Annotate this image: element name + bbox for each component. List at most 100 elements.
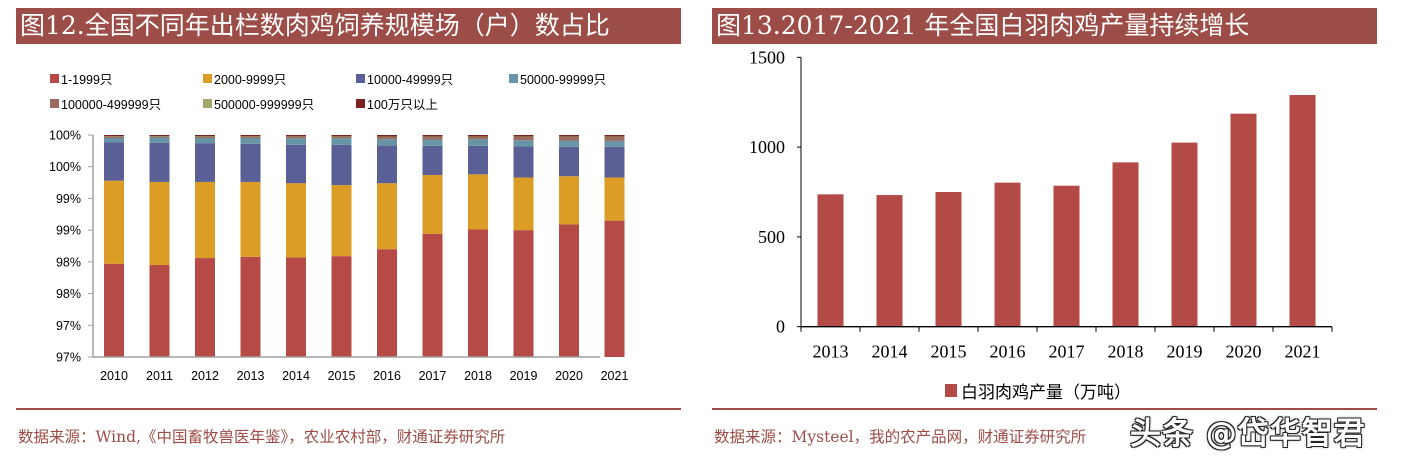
left-x-tick-label: 2018 <box>464 369 492 383</box>
right-x-tick-label: 2013 <box>813 342 849 362</box>
left-bar-segment-2016-1 <box>377 183 397 250</box>
left-bar-segment-2012-6 <box>195 135 215 137</box>
left-bar-segment-2017-5 <box>422 136 443 138</box>
right-x-tick-label: 2014 <box>872 342 908 362</box>
legend-item-2: 10000-49999只 <box>356 69 453 88</box>
left-bar-segment-2021-1 <box>604 177 625 221</box>
left-bar-segment-2014-0 <box>286 257 306 357</box>
left-bar-segment-2011-1 <box>149 181 170 266</box>
legend-label-production: 白羽肉鸡产量（万吨） <box>961 383 1131 403</box>
left-bar-segment-2021-3 <box>604 140 625 147</box>
left-x-tick-label: 2016 <box>373 369 401 383</box>
left-bar-segment-2015-5 <box>331 136 352 137</box>
left-x-tick-label: 2017 <box>419 369 447 383</box>
left-bar-segment-2012-3 <box>195 137 215 144</box>
legend-swatch <box>356 99 365 108</box>
left-bar-segment-2018-2 <box>468 145 488 175</box>
left-bar-segment-2021-6 <box>604 135 625 137</box>
left-bar-segment-2012-0 <box>195 258 215 357</box>
left-x-tick-label: 2013 <box>237 369 265 383</box>
right-y-tick-label: 1500 <box>749 47 785 67</box>
legend-label: 100000-499999只 <box>61 98 162 112</box>
left-bar-segment-2014-1 <box>286 183 306 258</box>
left-bar-segment-2010-1 <box>104 180 124 264</box>
left-bar-segment-2018-4 <box>468 136 488 140</box>
left-bar-segment-2019-0 <box>513 230 534 357</box>
legend-label: 100万只以上 <box>367 98 438 112</box>
left-bar-segment-2015-2 <box>331 144 352 186</box>
left-bar-segment-2013-0 <box>240 256 261 357</box>
right-bars <box>817 95 1316 327</box>
legend-swatch-production <box>945 384 957 397</box>
right-x-tick-label: 2015 <box>931 342 967 362</box>
left-bar-segment-2012-4 <box>195 136 215 138</box>
left-bar-segment-2015-6 <box>331 135 352 137</box>
left-bar-segment-2013-2 <box>240 143 261 182</box>
left-bar-segment-2019-5 <box>513 136 534 138</box>
right-bar-2021 <box>1289 95 1316 327</box>
left-bar-segment-2015-1 <box>331 185 352 257</box>
left-bar-segment-2010-6 <box>104 135 124 137</box>
right-bar-2015 <box>935 192 962 327</box>
left-bar-segment-2013-6 <box>240 135 261 137</box>
left-bar-segment-2012-2 <box>195 143 215 182</box>
right-y-tick-label: 500 <box>758 227 785 247</box>
left-bar-segment-2014-3 <box>286 138 306 145</box>
left-bar-segment-2021-0 <box>604 220 625 357</box>
right-bar-2019 <box>1171 142 1198 327</box>
left-bar-segment-2020-3 <box>559 140 579 147</box>
left-y-tick-label: 100% <box>49 129 81 143</box>
left-bar-segment-2013-4 <box>240 136 261 138</box>
left-bar-segment-2016-3 <box>377 139 397 146</box>
left-bar-segment-2013-5 <box>240 136 261 137</box>
left-bar-segment-2011-2 <box>149 142 170 182</box>
left-bar-segment-2014-6 <box>286 135 306 137</box>
right-divider <box>712 408 1377 410</box>
left-bar-segment-2015-3 <box>331 138 352 145</box>
left-x-tick-label: 2012 <box>191 369 219 383</box>
left-x-tick-label: 2019 <box>510 369 538 383</box>
legend-item-1: 2000-9999只 <box>203 69 286 88</box>
right-chart-title: 图13.2017-2021 年全国白羽肉鸡产量持续增长 <box>712 8 1377 44</box>
left-y-axis: 97% 97% 98% 98% 99% 99% 100% 100% <box>49 129 94 365</box>
left-bar-segment-2018-1 <box>468 174 488 230</box>
left-bar-segment-2020-6 <box>559 135 579 137</box>
left-y-tick-label: 100% <box>49 160 81 174</box>
left-bar-segment-2020-5 <box>559 136 579 138</box>
left-bar-segment-2020-0 <box>559 224 579 357</box>
legend-label: 50000-99999只 <box>520 73 607 87</box>
left-stacked-bar-chart: 97%97%98%98%99%99%100%100% 2010 2011 2012 2… <box>49 129 628 384</box>
left-bar-segment-2011-5 <box>149 136 170 137</box>
left-y-tick-label: 98% <box>56 255 81 269</box>
left-bar-segment-2020-2 <box>559 146 579 177</box>
left-bar-segment-2010-3 <box>104 137 124 143</box>
right-x-tick-label: 2017 <box>1049 342 1085 362</box>
legend-swatch <box>50 74 59 83</box>
left-bar-segment-2010-5 <box>104 136 124 137</box>
right-bar-2017 <box>1053 185 1080 327</box>
left-x-tick-label: 2010 <box>100 369 128 383</box>
legend-label: 500000-999999只 <box>214 98 315 112</box>
legend-swatch <box>203 99 212 108</box>
left-bar-segment-2017-3 <box>422 139 443 146</box>
left-bar-segment-2012-5 <box>195 136 215 137</box>
left-bar-segment-2014-2 <box>286 144 306 184</box>
right-bar-2013 <box>817 194 844 327</box>
right-y-tick-label: 1000 <box>749 137 785 157</box>
left-bar-segment-2019-2 <box>513 146 534 178</box>
right-bar-2016 <box>994 182 1021 327</box>
left-bar-segment-2019-4 <box>513 136 534 141</box>
right-y-axis: 0 500 1000 1500 <box>749 47 802 337</box>
left-bar-segment-2012-1 <box>195 181 215 259</box>
legend-item-4: 100000-499999只 <box>50 94 161 113</box>
left-bar-segment-2021-4 <box>604 136 625 141</box>
left-bar-segment-2013-1 <box>240 181 261 257</box>
left-y-tick-label: 97% <box>56 319 81 333</box>
right-x-tick-label: 2020 <box>1226 342 1262 362</box>
left-bar-segment-2010-0 <box>104 263 124 357</box>
legend-label: 10000-49999只 <box>367 73 454 87</box>
left-bar-segment-2016-5 <box>377 136 397 138</box>
right-x-axis: 2013 2014 2015 2016 2017 2018 2019 2020 2021 <box>800 326 1333 362</box>
left-x-tick-label: 2020 <box>555 369 583 383</box>
left-bar-segment-2010-4 <box>104 136 124 138</box>
